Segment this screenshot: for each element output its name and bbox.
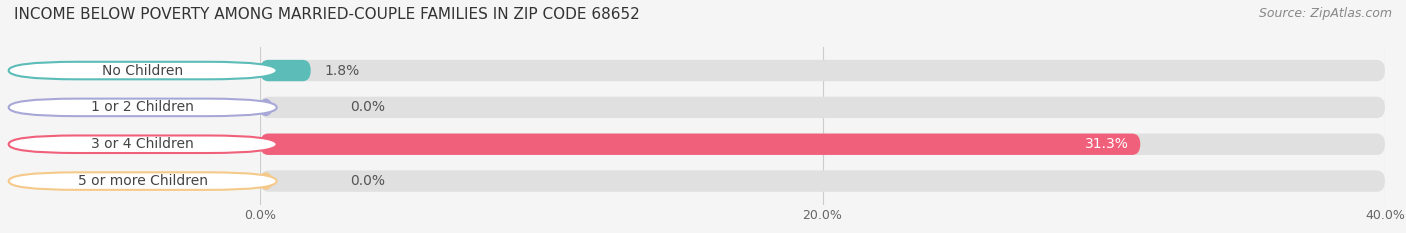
Text: No Children: No Children [103, 64, 183, 78]
Text: 1.8%: 1.8% [325, 64, 360, 78]
Text: 1 or 2 Children: 1 or 2 Children [91, 100, 194, 114]
Circle shape [260, 99, 271, 115]
Text: Source: ZipAtlas.com: Source: ZipAtlas.com [1258, 7, 1392, 20]
FancyBboxPatch shape [260, 134, 1385, 155]
FancyBboxPatch shape [260, 134, 1140, 155]
Text: INCOME BELOW POVERTY AMONG MARRIED-COUPLE FAMILIES IN ZIP CODE 68652: INCOME BELOW POVERTY AMONG MARRIED-COUPL… [14, 7, 640, 22]
FancyBboxPatch shape [8, 99, 277, 116]
Text: 0.0%: 0.0% [350, 100, 385, 114]
FancyBboxPatch shape [8, 172, 277, 190]
FancyBboxPatch shape [260, 60, 1385, 81]
FancyBboxPatch shape [8, 135, 277, 153]
Text: 3 or 4 Children: 3 or 4 Children [91, 137, 194, 151]
FancyBboxPatch shape [260, 97, 1385, 118]
Text: 0.0%: 0.0% [350, 174, 385, 188]
Circle shape [260, 173, 271, 189]
FancyBboxPatch shape [260, 170, 1385, 192]
FancyBboxPatch shape [260, 60, 311, 81]
FancyBboxPatch shape [8, 62, 277, 79]
Text: 5 or more Children: 5 or more Children [77, 174, 208, 188]
Text: 31.3%: 31.3% [1085, 137, 1129, 151]
